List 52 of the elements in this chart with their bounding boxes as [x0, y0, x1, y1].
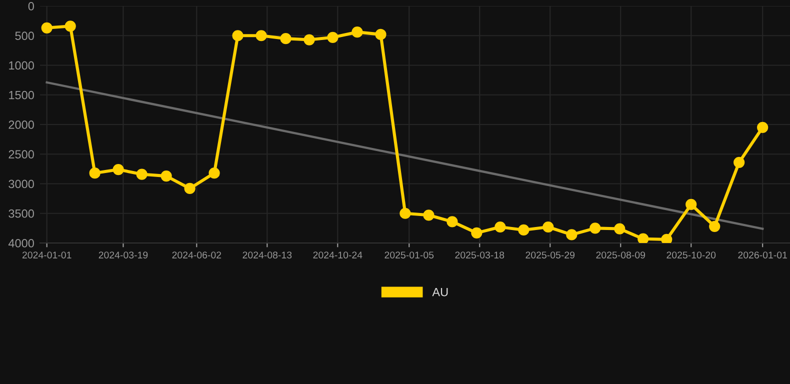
x-tick-label: 2024-08-13	[242, 252, 292, 258]
y-tick-label: 2500	[8, 150, 34, 159]
point	[446, 216, 458, 228]
point	[542, 221, 554, 233]
point	[734, 156, 745, 168]
y-tick-label: 2000	[8, 120, 34, 129]
x-tick-label: 2025-08-09	[596, 252, 646, 258]
x-tick-label: 2025-01-05	[384, 252, 434, 258]
x-tick-label: 2026-01-01	[738, 252, 787, 258]
x-tick-label: 2025-03-18	[455, 252, 504, 258]
y-tick-label: 4000	[8, 239, 34, 248]
point	[590, 222, 601, 234]
point	[686, 198, 697, 210]
point	[494, 221, 506, 233]
point	[304, 34, 315, 46]
x-tick-label: 2024-10-24	[313, 252, 362, 258]
point	[518, 224, 530, 236]
point	[614, 223, 626, 234]
point	[352, 26, 363, 38]
x-tick-label: 2025-05-29	[526, 252, 575, 258]
point	[89, 168, 100, 179]
point	[471, 227, 482, 238]
x-tick-label: 2024-03-19	[98, 252, 148, 258]
point	[423, 210, 434, 221]
point	[757, 122, 768, 134]
point	[709, 220, 720, 232]
point	[41, 22, 52, 34]
x-tick-label: 2024-06-02	[172, 252, 222, 258]
y-tick-label: 1000	[9, 61, 34, 70]
legend-label: AU	[432, 288, 448, 296]
y-tick-label: 3500	[8, 209, 34, 218]
y-tick-label: 500	[15, 32, 34, 40]
point	[280, 33, 292, 44]
point	[112, 164, 124, 176]
point	[566, 229, 578, 240]
point	[184, 182, 196, 194]
point	[232, 30, 244, 42]
point	[160, 170, 172, 182]
point	[256, 30, 267, 42]
y-tick-label: 1500	[9, 90, 34, 100]
point	[208, 168, 220, 179]
point	[64, 20, 76, 32]
x-tick-label: 2024-01-01	[22, 252, 72, 258]
point	[638, 233, 649, 243]
y-tick-label: 0	[28, 2, 34, 10]
y-tick-label: 3000	[8, 180, 34, 188]
point	[375, 28, 386, 40]
point	[661, 234, 672, 243]
point	[400, 208, 411, 219]
x-tick-label: 2025-10-20	[666, 252, 716, 258]
point	[136, 168, 148, 180]
point	[327, 32, 338, 43]
